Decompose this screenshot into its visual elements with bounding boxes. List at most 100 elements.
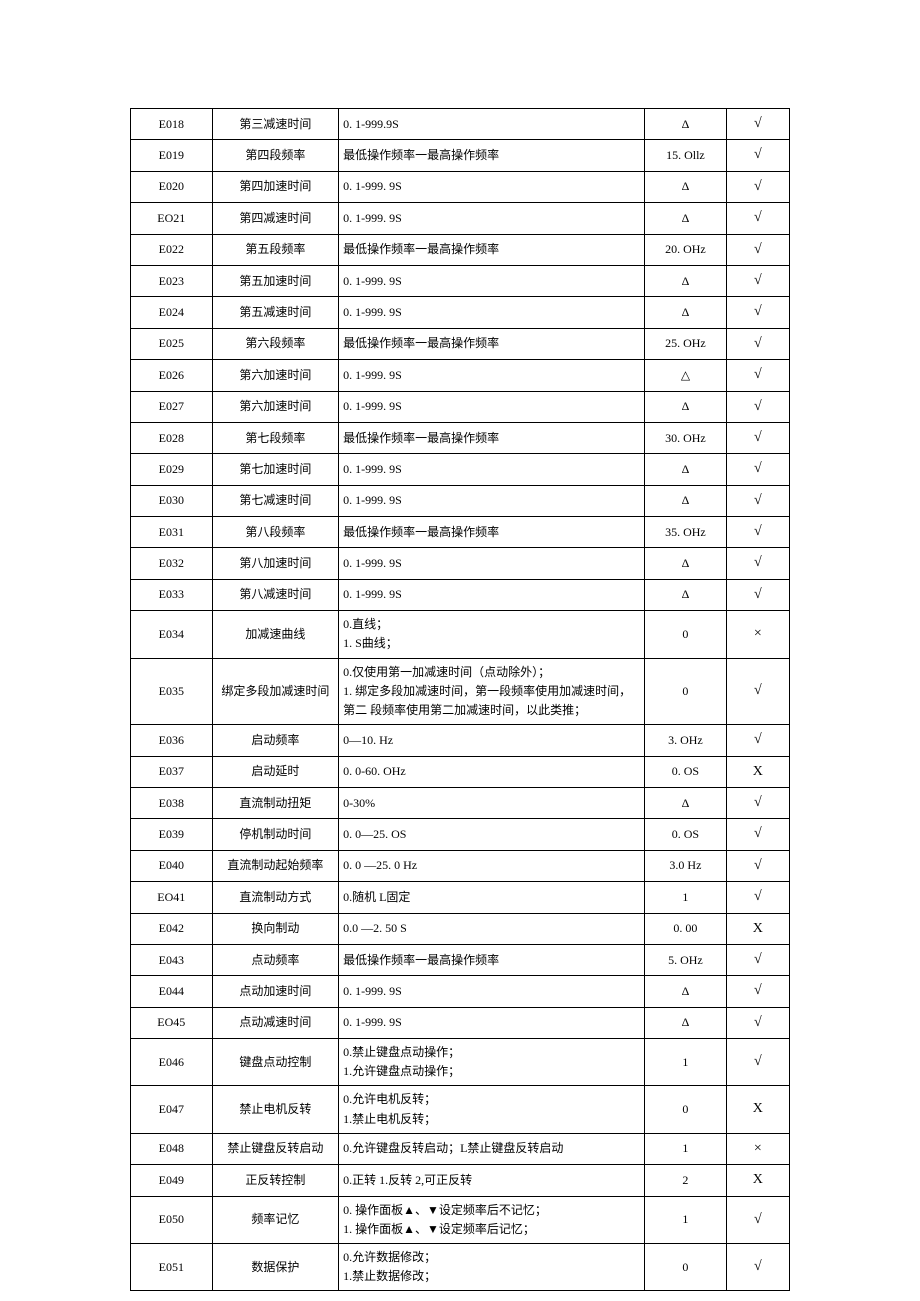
table-cell: 第八加速时间: [212, 548, 338, 579]
table-cell: 第七加速时间: [212, 454, 338, 485]
table-cell: E022: [131, 234, 213, 265]
table-cell: 第六加速时间: [212, 360, 338, 391]
table-cell: 0. 1-999. 9S: [339, 976, 645, 1007]
table-row: E022第五段频率最低操作频率一最高操作频率20. OHz√: [131, 234, 790, 265]
table-cell: 0. 1-999. 9S: [339, 579, 645, 610]
table-cell: √: [726, 819, 789, 850]
table-cell: √: [726, 725, 789, 756]
table-cell: ×: [726, 611, 789, 658]
table-row: E018第三减速时间0. 1-999.9SΔ√: [131, 109, 790, 140]
table-cell: √: [726, 485, 789, 516]
table-cell: √: [726, 454, 789, 485]
table-cell: E046: [131, 1039, 213, 1086]
table-row: E024第五减速时间0. 1-999. 9SΔ√: [131, 297, 790, 328]
table-row: E046键盘点动控制0.禁止键盘点动操作；1.允许键盘点动操作；1√: [131, 1039, 790, 1086]
table-row: E038直流制动扭矩0-30%Δ√: [131, 787, 790, 818]
table-row: E037启动延时0. 0-60. OHz0. OSX: [131, 756, 790, 787]
table-cell: X: [726, 1086, 789, 1133]
table-cell: E036: [131, 725, 213, 756]
table-cell: X: [726, 1165, 789, 1196]
table-cell: √: [726, 1196, 789, 1243]
table-cell: 0. 1-999. 9S: [339, 454, 645, 485]
table-cell: E047: [131, 1086, 213, 1133]
table-cell: 0. 1-999. 9S: [339, 265, 645, 296]
table-cell: √: [726, 203, 789, 234]
table-cell: E042: [131, 913, 213, 944]
table-cell: 第六加速时间: [212, 391, 338, 422]
table-cell: 最低操作频率一最高操作频率: [339, 234, 645, 265]
table-cell: E031: [131, 517, 213, 548]
table-cell: 键盘点动控制: [212, 1039, 338, 1086]
table-cell: 频率记忆: [212, 1196, 338, 1243]
table-cell: 0. 1-999. 9S: [339, 297, 645, 328]
table-cell: E028: [131, 422, 213, 453]
table-cell: 0: [645, 1086, 727, 1133]
table-cell: 第三减速时间: [212, 109, 338, 140]
table-row: E032第八加速时间0. 1-999. 9SΔ√: [131, 548, 790, 579]
table-cell: 第七减速时间: [212, 485, 338, 516]
table-cell: 0. 0 —25. 0 Hz: [339, 850, 645, 881]
table-cell: √: [726, 360, 789, 391]
table-cell: 禁止键盘反转启动: [212, 1133, 338, 1164]
table-cell: E044: [131, 976, 213, 1007]
table-row: E044点动加速时间0. 1-999. 9SΔ√: [131, 976, 790, 1007]
table-cell: 0. 1-999. 9S: [339, 360, 645, 391]
table-cell: √: [726, 171, 789, 202]
table-cell: 0. 1-999.9S: [339, 109, 645, 140]
table-cell: Δ: [645, 485, 727, 516]
table-cell: 2: [645, 1165, 727, 1196]
table-cell: 5. OHz: [645, 944, 727, 975]
table-cell: 20. OHz: [645, 234, 727, 265]
table-cell: E039: [131, 819, 213, 850]
table-cell: 启动频率: [212, 725, 338, 756]
table-cell: 第八减速时间: [212, 579, 338, 610]
table-cell: √: [726, 422, 789, 453]
table-cell: 0. 1-999. 9S: [339, 391, 645, 422]
table-cell: E030: [131, 485, 213, 516]
table-cell: 0.直线；1. S曲线；: [339, 611, 645, 658]
table-cell: √: [726, 265, 789, 296]
table-cell: E025: [131, 328, 213, 359]
table-cell: E029: [131, 454, 213, 485]
table-cell: 绑定多段加减速时间: [212, 658, 338, 725]
table-cell: 0. 00: [645, 913, 727, 944]
table-cell: Δ: [645, 1007, 727, 1038]
table-cell: √: [726, 140, 789, 171]
table-cell: 0: [645, 1244, 727, 1291]
table-cell: 3.0 Hz: [645, 850, 727, 881]
table-cell: 第六段频率: [212, 328, 338, 359]
table-row: E047禁止电机反转0.允许电机反转；1.禁止电机反转；0X: [131, 1086, 790, 1133]
table-cell: E023: [131, 265, 213, 296]
table-cell: 点动减速时间: [212, 1007, 338, 1038]
table-row: E039停机制动时间0. 0—25. OS0. OS√: [131, 819, 790, 850]
table-cell: √: [726, 328, 789, 359]
table-cell: 最低操作频率一最高操作频率: [339, 944, 645, 975]
table-cell: △: [645, 360, 727, 391]
table-cell: Δ: [645, 579, 727, 610]
table-cell: √: [726, 391, 789, 422]
table-cell: 点动频率: [212, 944, 338, 975]
table-cell: 正反转控制: [212, 1165, 338, 1196]
table-cell: √: [726, 1039, 789, 1086]
table-cell: E027: [131, 391, 213, 422]
table-row: E020第四加速时间0. 1-999. 9SΔ√: [131, 171, 790, 202]
table-row: E048禁止键盘反转启动0.允许键盘反转启动；L禁止键盘反转启动1×: [131, 1133, 790, 1164]
table-cell: √: [726, 850, 789, 881]
table-cell: 第四减速时间: [212, 203, 338, 234]
table-cell: Δ: [645, 171, 727, 202]
table-row: E025第六段频率最低操作频率一最高操作频率25. OHz√: [131, 328, 790, 359]
table-cell: 第七段频率: [212, 422, 338, 453]
table-cell: 0.允许电机反转；1.禁止电机反转；: [339, 1086, 645, 1133]
table-cell: E026: [131, 360, 213, 391]
table-row: E033第八减速时间0. 1-999. 9SΔ√: [131, 579, 790, 610]
table-cell: 0.正转 1.反转 2,可正反转: [339, 1165, 645, 1196]
table-cell: 0. 操作面板▲、▼设定频率后不记忆；1. 操作面板▲、▼设定频率后记忆；: [339, 1196, 645, 1243]
table-cell: 第五段频率: [212, 234, 338, 265]
table-cell: 最低操作频率一最高操作频率: [339, 517, 645, 548]
table-cell: 0.允许数据修改；1.禁止数据修改；: [339, 1244, 645, 1291]
table-row: E026第六加速时间0. 1-999. 9S△√: [131, 360, 790, 391]
table-row: E031第八段频率最低操作频率一最高操作频率35. OHz√: [131, 517, 790, 548]
table-cell: 最低操作频率一最高操作频率: [339, 140, 645, 171]
table-cell: 加减速曲线: [212, 611, 338, 658]
table-cell: 0. 1-999. 9S: [339, 1007, 645, 1038]
